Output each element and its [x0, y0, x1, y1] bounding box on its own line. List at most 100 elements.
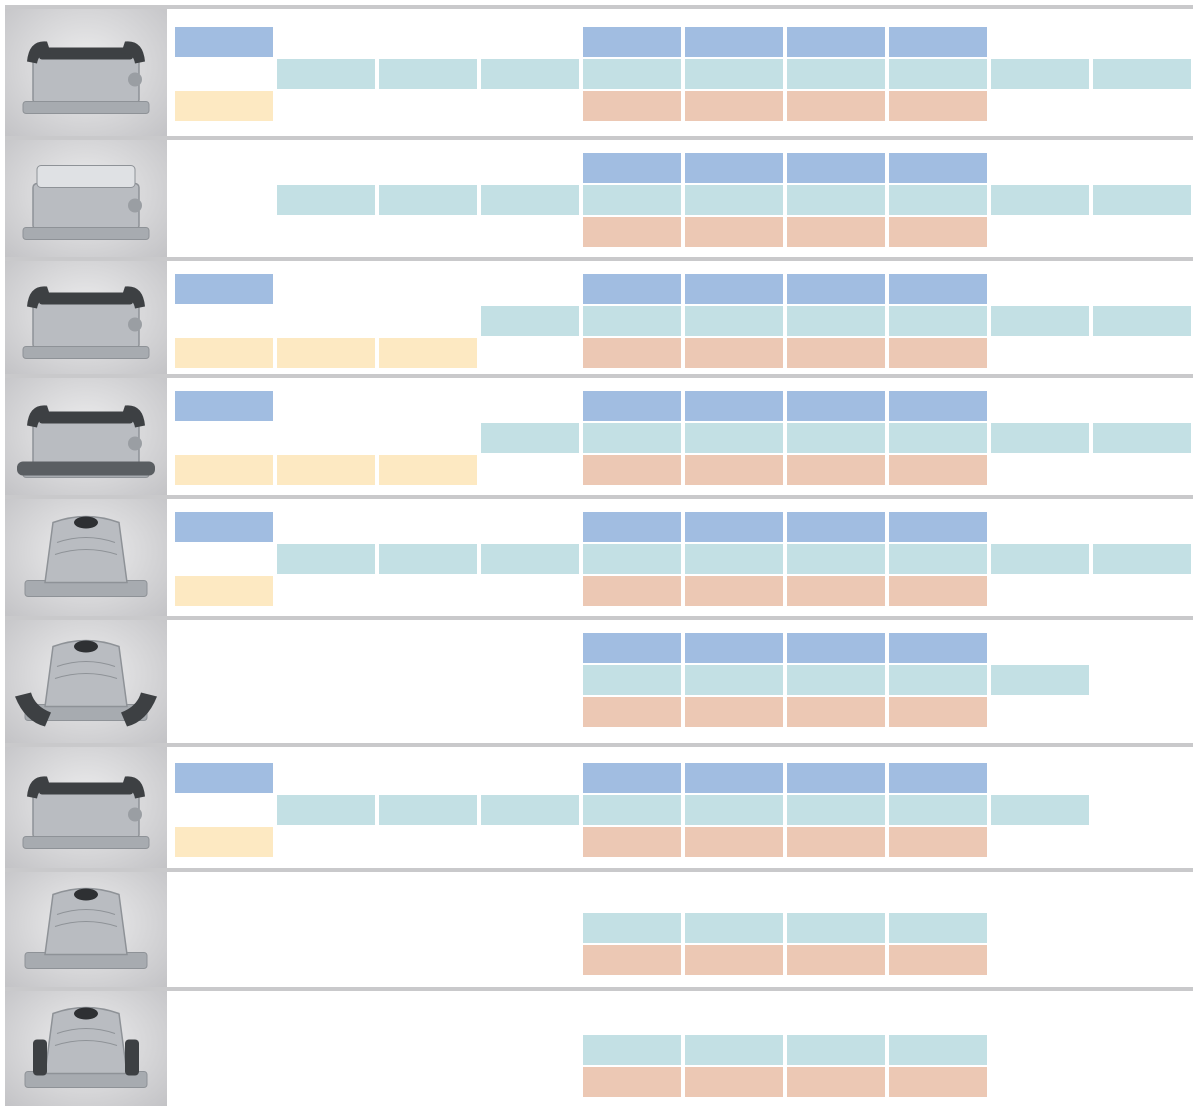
blue-cell: [175, 391, 273, 421]
pink-cell: [889, 576, 987, 606]
cyan-cell: [583, 306, 681, 336]
cyan-cell: [991, 306, 1089, 336]
cyan-cell: [481, 306, 579, 336]
product-photo: [5, 991, 167, 1106]
cyan-cell: [685, 306, 783, 336]
hood-with-levers-icon: [15, 639, 157, 727]
cyan-cell: [583, 59, 681, 89]
blue-cell: [889, 153, 987, 183]
yellow-cell: [175, 338, 273, 368]
cyan-cell: [787, 913, 885, 943]
cyan-cell: [685, 913, 783, 943]
pink-cell: [889, 217, 987, 247]
row-separator: [5, 495, 1193, 499]
pink-cell: [889, 697, 987, 727]
blue-cell: [175, 274, 273, 304]
connector-housing-cover-icon: [22, 165, 150, 240]
cyan-cell: [1093, 59, 1191, 89]
blue-cell: [583, 633, 681, 663]
hood-flange-icon: [24, 887, 148, 969]
blue-cell: [583, 27, 681, 57]
cyan-cell: [889, 423, 987, 453]
cyan-cell: [481, 795, 579, 825]
product-photo: [5, 261, 167, 374]
product-photo: [5, 747, 167, 868]
pink-cell: [685, 338, 783, 368]
product-photo: [5, 378, 167, 495]
blue-cell: [787, 274, 885, 304]
cyan-cell: [1093, 423, 1191, 453]
blue-cell: [787, 391, 885, 421]
product-photo: [5, 620, 167, 743]
connector-housing-open-levers-icon: [22, 286, 150, 359]
cyan-cell: [889, 185, 987, 215]
blue-cell: [583, 391, 681, 421]
pink-cell: [787, 1067, 885, 1097]
pink-cell: [787, 697, 885, 727]
blue-cell: [583, 512, 681, 542]
cyan-cell: [991, 665, 1089, 695]
blue-cell: [685, 274, 783, 304]
yellow-cell: [175, 91, 273, 121]
cyan-cell: [1093, 544, 1191, 574]
cyan-cell: [277, 795, 375, 825]
yellow-cell: [175, 827, 273, 857]
cyan-cell: [889, 1035, 987, 1065]
blue-cell: [685, 633, 783, 663]
pink-cell: [787, 91, 885, 121]
pink-cell: [685, 455, 783, 485]
cyan-cell: [379, 544, 477, 574]
yellow-cell: [277, 338, 375, 368]
blue-cell: [889, 633, 987, 663]
cyan-cell: [991, 795, 1089, 825]
cyan-cell: [685, 423, 783, 453]
cyan-cell: [991, 59, 1089, 89]
cyan-cell: [991, 185, 1089, 215]
connector-housing-long-base-icon: [17, 405, 155, 478]
pink-cell: [685, 91, 783, 121]
cyan-cell: [379, 795, 477, 825]
pink-cell: [889, 91, 987, 121]
pink-cell: [685, 697, 783, 727]
blue-cell: [889, 274, 987, 304]
blue-cell: [889, 512, 987, 542]
cyan-cell: [583, 185, 681, 215]
cyan-cell: [481, 544, 579, 574]
blue-cell: [685, 391, 783, 421]
row-separator: [5, 868, 1193, 872]
cyan-cell: [685, 795, 783, 825]
pink-cell: [787, 338, 885, 368]
pink-cell: [889, 455, 987, 485]
cyan-cell: [787, 185, 885, 215]
cyan-cell: [787, 59, 885, 89]
blue-cell: [889, 27, 987, 57]
cyan-cell: [889, 913, 987, 943]
blue-cell: [685, 763, 783, 793]
cyan-cell: [277, 544, 375, 574]
cyan-cell: [787, 665, 885, 695]
pink-cell: [889, 1067, 987, 1097]
blue-cell: [685, 27, 783, 57]
cyan-cell: [889, 306, 987, 336]
pink-cell: [583, 945, 681, 975]
cyan-cell: [787, 1035, 885, 1065]
row-separator: [5, 136, 1193, 140]
cyan-cell: [277, 59, 375, 89]
pink-cell: [787, 945, 885, 975]
pink-cell: [583, 697, 681, 727]
blue-cell: [787, 633, 885, 663]
cyan-cell: [379, 185, 477, 215]
cyan-cell: [889, 59, 987, 89]
product-photo: [5, 9, 167, 136]
cyan-cell: [787, 423, 885, 453]
pink-cell: [583, 576, 681, 606]
cyan-cell: [685, 665, 783, 695]
cyan-cell: [277, 185, 375, 215]
row-separator: [5, 257, 1193, 261]
pink-cell: [685, 576, 783, 606]
blue-cell: [583, 763, 681, 793]
pink-cell: [583, 217, 681, 247]
hood-top-entry-icon: [24, 515, 148, 597]
blue-cell: [889, 391, 987, 421]
pink-cell: [685, 217, 783, 247]
